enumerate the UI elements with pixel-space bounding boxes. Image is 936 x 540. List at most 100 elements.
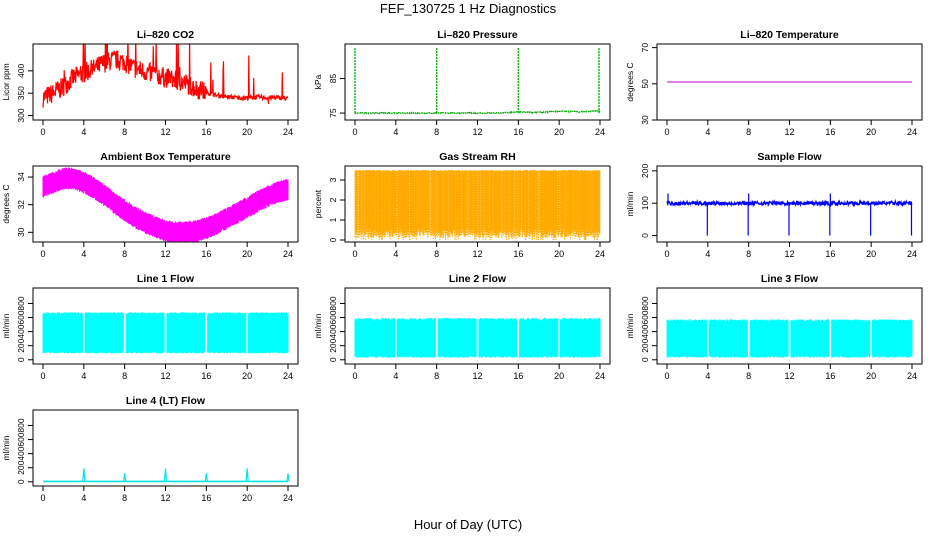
x-tick-label: 8	[122, 249, 127, 259]
x-tick-label: 0	[664, 127, 669, 137]
x-tick-label: 12	[784, 371, 794, 381]
y-axis-label: ml/min	[1, 313, 11, 338]
x-tick-label: 24	[595, 127, 605, 137]
series-line	[42, 312, 289, 354]
series-line	[666, 319, 913, 358]
x-tick-label: 0	[40, 493, 45, 503]
series-line	[42, 167, 289, 242]
y-tick-label: 800	[328, 296, 338, 310]
panel-title: Line 2 Flow	[449, 273, 507, 285]
y-tick-label: 200	[16, 460, 26, 474]
panel-title: Li–820 CO2	[137, 29, 194, 41]
flow-spike	[286, 473, 290, 482]
y-tick-label: 0	[328, 357, 338, 362]
series-marks	[42, 312, 289, 354]
y-tick-label: 34	[16, 172, 26, 182]
y-tick-label: 30	[640, 115, 650, 125]
x-tick-label: 20	[554, 127, 564, 137]
x-tick-label: 16	[201, 493, 211, 503]
y-tick-label: 75	[328, 108, 338, 118]
x-tick-label: 0	[40, 127, 45, 137]
series-marks	[42, 44, 289, 108]
y-tick-label: 0	[16, 479, 26, 484]
panel-title: Line 1 Flow	[137, 273, 195, 285]
y-tick-label: 0	[640, 357, 650, 362]
y-axis-label: ml/min	[1, 435, 11, 460]
y-tick-label: 600	[640, 310, 650, 324]
panel-8: Line 2 Flow ml/min 0 4 8 12 16 20 24 0 20040060080…	[313, 273, 611, 381]
series-marks	[354, 170, 601, 240]
y-tick-label: 1	[328, 217, 338, 222]
x-tick-label: 8	[746, 249, 751, 259]
figure-x-axis-title: Hour of Day (UTC)	[413, 517, 523, 532]
panel-title: Gas Stream RH	[439, 151, 515, 163]
x-tick-label: 24	[283, 493, 293, 503]
y-tick-label: 350	[16, 86, 26, 100]
x-tick-label: 20	[866, 371, 876, 381]
y-axis-label: ml/min	[625, 313, 635, 338]
x-tick-label: 8	[434, 127, 439, 137]
y-tick-label: 800	[640, 296, 650, 310]
x-tick-label: 12	[472, 371, 482, 381]
y-tick-label: 600	[16, 432, 26, 446]
panel-2: Li–820 Pressure kPa 0 4 8 12 16 20 24 75 85	[313, 29, 611, 137]
x-tick-label: 24	[595, 249, 605, 259]
x-tick-label: 4	[393, 249, 398, 259]
panel-title: Sample Flow	[757, 151, 822, 163]
x-tick-label: 0	[352, 249, 357, 259]
x-tick-label: 4	[81, 127, 86, 137]
series-marks	[42, 167, 289, 242]
y-tick-label: 50	[640, 79, 650, 89]
y-tick-label: 85	[328, 74, 338, 84]
x-tick-label: 20	[554, 249, 564, 259]
y-tick-label: 800	[16, 296, 26, 310]
x-tick-label: 16	[513, 127, 523, 137]
x-tick-label: 24	[283, 127, 293, 137]
series-marks	[354, 317, 601, 358]
x-tick-label: 16	[513, 371, 523, 381]
x-tick-label: 4	[81, 371, 86, 381]
series-line	[354, 317, 601, 358]
panel-10: Line 4 (LT) Flow ml/min 0 4 8 12 16 20 24 0 200400…	[1, 395, 299, 503]
x-tick-label: 4	[705, 249, 710, 259]
x-tick-label: 12	[160, 493, 170, 503]
flow-spike	[82, 468, 86, 482]
x-tick-label: 20	[866, 127, 876, 137]
x-tick-label: 20	[866, 249, 876, 259]
x-tick-label: 12	[784, 249, 794, 259]
y-tick-label: 100	[640, 196, 650, 210]
y-axis-label: percent	[313, 189, 323, 218]
x-tick-label: 12	[160, 371, 170, 381]
panel-title: Line 4 (LT) Flow	[126, 395, 206, 407]
x-tick-label: 24	[907, 127, 917, 137]
x-tick-label: 24	[907, 249, 917, 259]
y-tick-label: 200	[16, 338, 26, 352]
y-tick-label: 30	[16, 227, 26, 237]
series-line	[354, 109, 601, 116]
y-tick-label: 0	[328, 237, 338, 242]
x-tick-label: 20	[242, 127, 252, 137]
y-tick-label: 400	[16, 63, 26, 77]
flow-spike	[245, 468, 249, 482]
x-tick-label: 16	[825, 249, 835, 259]
x-tick-label: 24	[595, 371, 605, 381]
series-marks	[666, 193, 913, 236]
x-tick-label: 0	[40, 249, 45, 259]
x-tick-label: 8	[434, 249, 439, 259]
y-tick-label: 32	[16, 200, 26, 210]
x-tick-label: 16	[201, 371, 211, 381]
y-axis-label: degrees C	[1, 184, 11, 223]
y-tick-label: 600	[328, 310, 338, 324]
x-tick-label: 4	[393, 371, 398, 381]
y-tick-label: 800	[16, 418, 26, 432]
x-tick-label: 0	[352, 371, 357, 381]
y-tick-label: 200	[640, 338, 650, 352]
flow-spike	[204, 473, 208, 482]
y-tick-label: 2	[328, 197, 338, 202]
series-marks	[354, 47, 601, 116]
x-tick-label: 4	[393, 127, 398, 137]
panel-9: Line 3 Flow ml/min 0 4 8 12 16 20 24 0 20040060080…	[625, 273, 923, 381]
x-tick-label: 16	[201, 249, 211, 259]
y-axis-label: Licor ppm	[1, 63, 11, 100]
